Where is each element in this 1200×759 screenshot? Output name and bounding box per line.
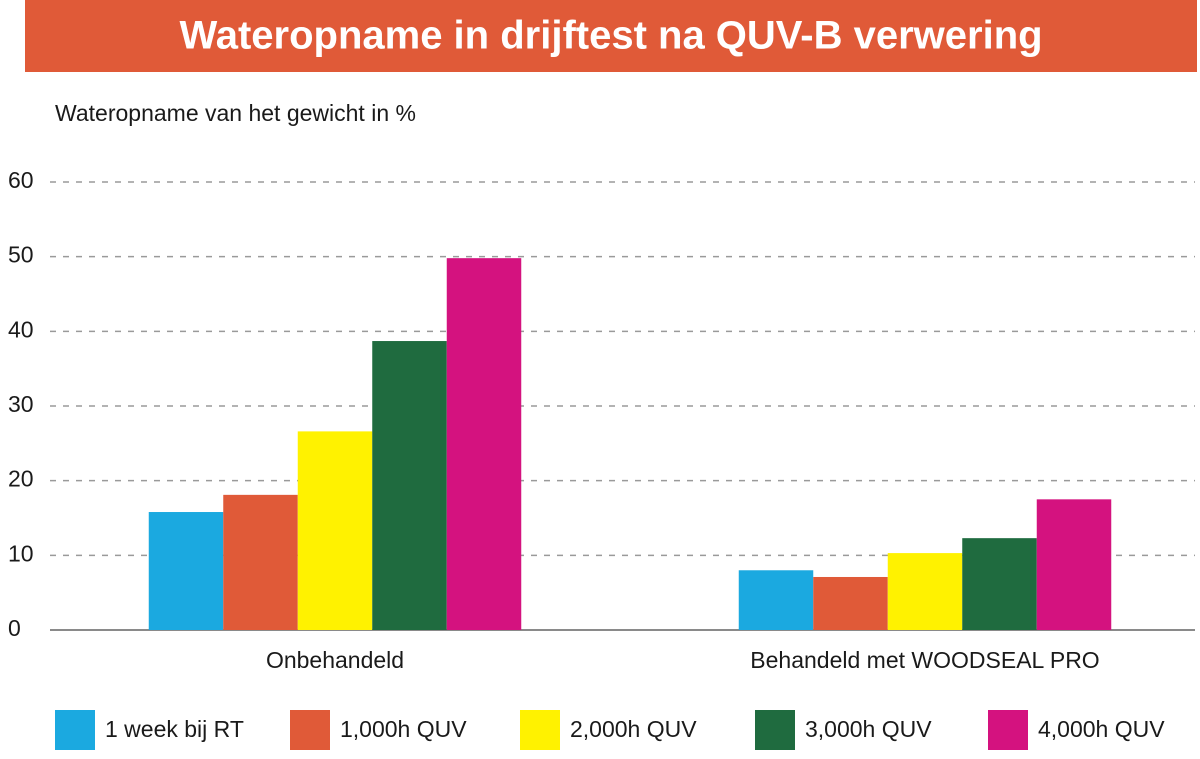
y-axis-label: Wateropname van het gewicht in % bbox=[55, 100, 416, 126]
legend-label: 1 week bij RT bbox=[105, 716, 244, 742]
legend-swatch bbox=[755, 710, 795, 750]
bar bbox=[887, 553, 963, 630]
legend-label: 3,000h QUV bbox=[805, 716, 932, 742]
title-banner bbox=[25, 0, 1197, 72]
bar bbox=[962, 538, 1037, 630]
x-tick-label: Onbehandeld bbox=[266, 647, 404, 673]
bar bbox=[446, 258, 522, 630]
bar bbox=[1036, 499, 1112, 630]
y-tick-label: 10 bbox=[8, 540, 34, 566]
y-tick-label: 0 bbox=[8, 615, 21, 641]
chart-title: Wateropname in drijftest na QUV-B verwer… bbox=[179, 14, 1042, 58]
y-tick-label: 40 bbox=[8, 316, 34, 342]
bar bbox=[813, 576, 888, 630]
legend-label: 1,000h QUV bbox=[340, 716, 467, 742]
bar bbox=[297, 431, 373, 630]
legend-swatch bbox=[988, 710, 1028, 750]
legend-swatch bbox=[55, 710, 95, 750]
y-tick-label: 30 bbox=[8, 391, 34, 417]
bar bbox=[223, 494, 298, 630]
bar bbox=[738, 570, 814, 630]
legend-label: 4,000h QUV bbox=[1038, 716, 1165, 742]
legend-swatch bbox=[520, 710, 560, 750]
x-tick-label: Behandeld met WOODSEAL PRO bbox=[750, 647, 1099, 673]
y-tick-label: 60 bbox=[8, 167, 34, 193]
y-tick-label: 20 bbox=[8, 466, 34, 492]
bar bbox=[372, 341, 447, 630]
legend-label: 2,000h QUV bbox=[570, 716, 697, 742]
y-tick-label: 50 bbox=[8, 242, 34, 268]
bar bbox=[148, 512, 224, 630]
legend-swatch bbox=[290, 710, 330, 750]
